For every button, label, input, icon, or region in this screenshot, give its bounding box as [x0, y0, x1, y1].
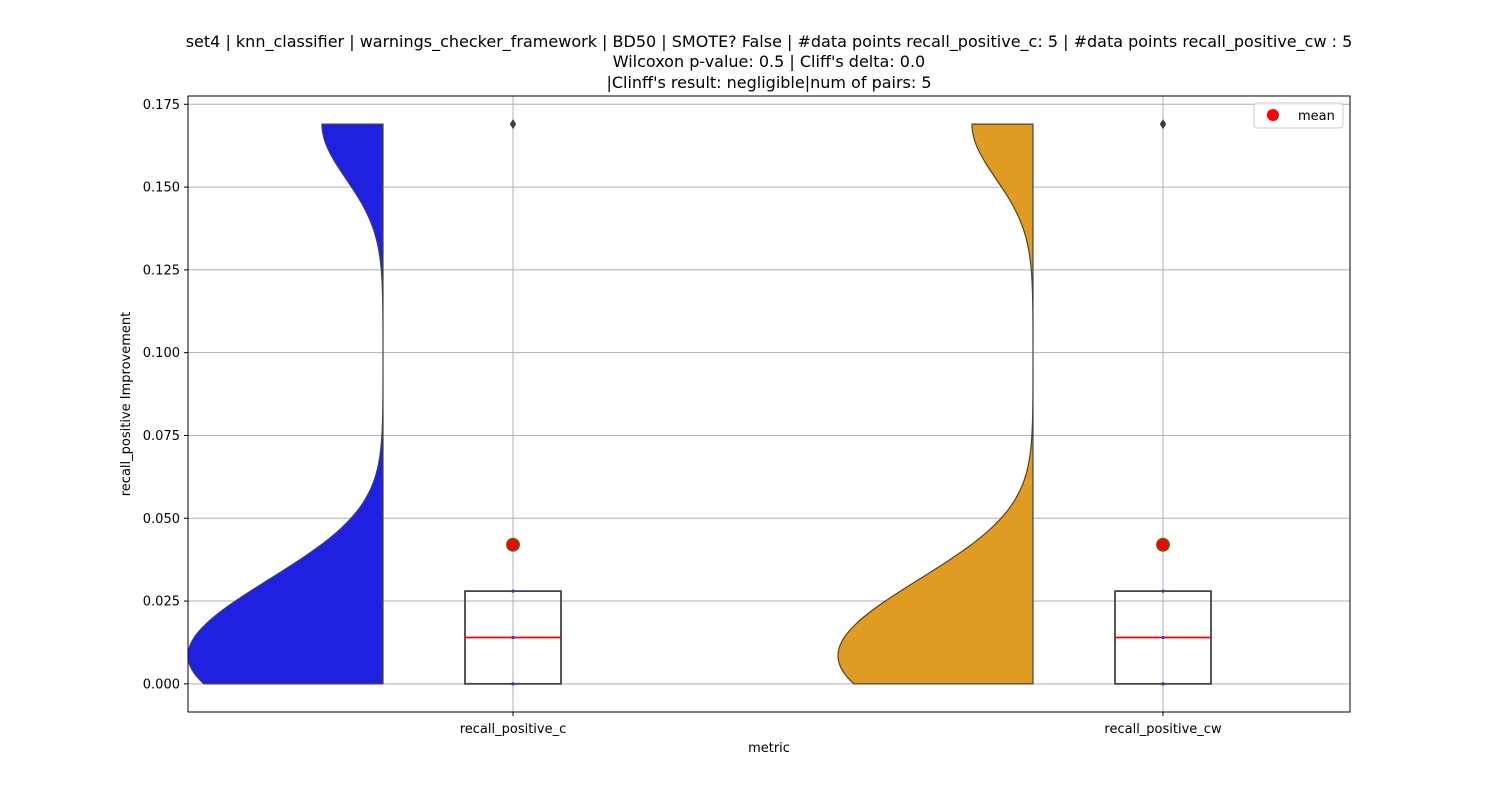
legend: mean — [1253, 102, 1344, 129]
title-line-1: set4 | knn_classifier | warnings_checker… — [186, 32, 1353, 52]
y-tick-label: 0.000 — [143, 677, 180, 692]
legend-box — [1253, 102, 1344, 129]
y-tick-label: 0.100 — [143, 346, 180, 361]
y-tick-label: 0.125 — [143, 263, 180, 278]
data-point — [511, 635, 515, 640]
data-point — [1161, 635, 1165, 640]
x-tick-label: recall_positive_c — [460, 722, 567, 737]
violins — [188, 123, 1034, 685]
y-axis-label: recall_positive Improvement — [119, 312, 134, 496]
outlier-marker — [1159, 119, 1167, 130]
y-tick-label: 0.075 — [143, 429, 180, 444]
x-tick-label: recall_positive_cw — [1104, 722, 1222, 737]
y-tick-label: 0.025 — [143, 595, 180, 610]
title-line-3: |Clinff's result: negligible|num of pair… — [606, 73, 931, 92]
legend-mean-marker — [1267, 109, 1279, 121]
outlier-marker — [509, 119, 517, 130]
axes-frame — [187, 95, 1351, 713]
data-point — [1161, 682, 1165, 686]
violin-recall_positive_c — [188, 123, 384, 685]
mean-marker — [506, 537, 520, 552]
data-point — [511, 589, 515, 593]
title-line-2: Wilcoxon p-value: 0.5 | Cliff's delta: 0… — [613, 52, 925, 71]
mean-marker — [1156, 537, 1170, 552]
data-point — [511, 682, 515, 686]
violin-recall_positive_cw — [837, 123, 1034, 685]
y-tick-label: 0.150 — [143, 181, 180, 196]
legend-mean-label: mean — [1298, 109, 1335, 124]
y-ticks: 0.000 0.025 0.050 0.075 0.100 0.125 0.150 0.175 — [143, 98, 188, 692]
y-tick-label: 0.050 — [143, 512, 180, 527]
chart-title: set4 | knn_classifier | warnings_checker… — [186, 32, 1353, 92]
data-point — [1161, 589, 1165, 593]
x-axis-label: metric — [748, 741, 790, 756]
y-tick-label: 0.175 — [143, 98, 180, 113]
boxplots — [464, 119, 1212, 686]
x-ticks: recall_positive_c recall_positive_cw — [460, 712, 1222, 737]
